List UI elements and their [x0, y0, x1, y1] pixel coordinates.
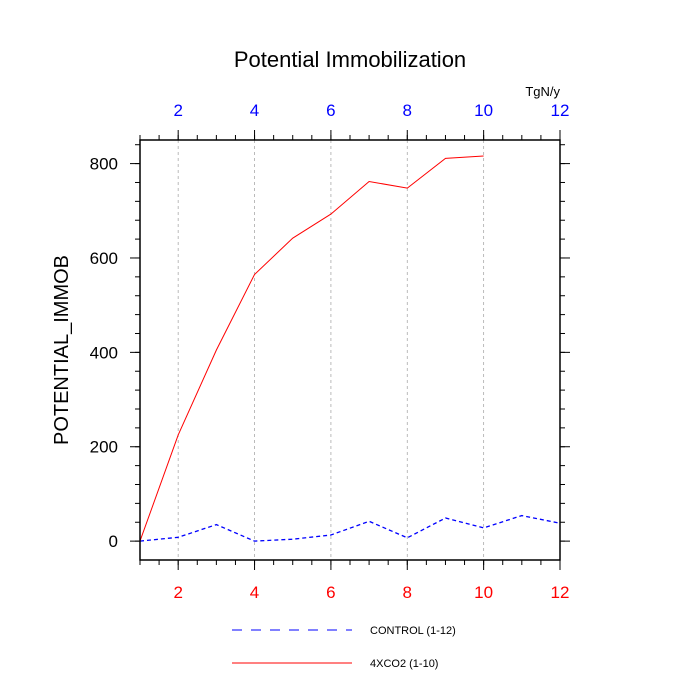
x-tick-label-bottom: 12: [551, 583, 570, 602]
legend: CONTROL (1-12) 4XCO2 (1-10): [232, 625, 456, 670]
series-line-1: [139, 155, 484, 542]
series-line-0: [139, 514, 561, 542]
tick-label-layer: 2 2 4 4 6 6 8 8 10 10 12 12 0 200 400 600 800: [90, 101, 570, 602]
x-tick-label-top: 6: [326, 101, 335, 120]
plot-frame: [139, 139, 561, 561]
x-tick-label-top: 10: [474, 101, 493, 120]
y-tick-label: 0: [109, 532, 118, 551]
x-tick-label-bottom: 2: [173, 583, 182, 602]
tick-layer: [130, 130, 570, 570]
grid-layer: [177, 140, 485, 560]
x-tick-label-bottom: 6: [326, 583, 335, 602]
y-tick-label: 800: [90, 155, 118, 174]
x-tick-label-bottom: 10: [474, 583, 493, 602]
y-tick-label: 200: [90, 438, 118, 457]
x-tick-label-bottom: 4: [250, 583, 259, 602]
x-tick-label-top: 8: [403, 101, 412, 120]
top-axis-units: TgN/y: [525, 84, 560, 99]
x-tick-label-top: 12: [551, 101, 570, 120]
y-tick-label: 400: [90, 343, 118, 362]
y-axis-label: POTENTIAL_IMMOB: [51, 255, 73, 445]
legend-label-4xco2: 4XCO2 (1-10): [370, 658, 438, 670]
legend-label-control: CONTROL (1-12): [370, 625, 456, 637]
y-tick-label: 600: [90, 249, 118, 268]
series-layer: [139, 155, 561, 542]
chart-title: Potential Immobilization: [234, 47, 466, 72]
x-tick-label-bottom: 8: [403, 583, 412, 602]
x-tick-label-top: 4: [250, 101, 259, 120]
x-tick-label-top: 2: [173, 101, 182, 120]
